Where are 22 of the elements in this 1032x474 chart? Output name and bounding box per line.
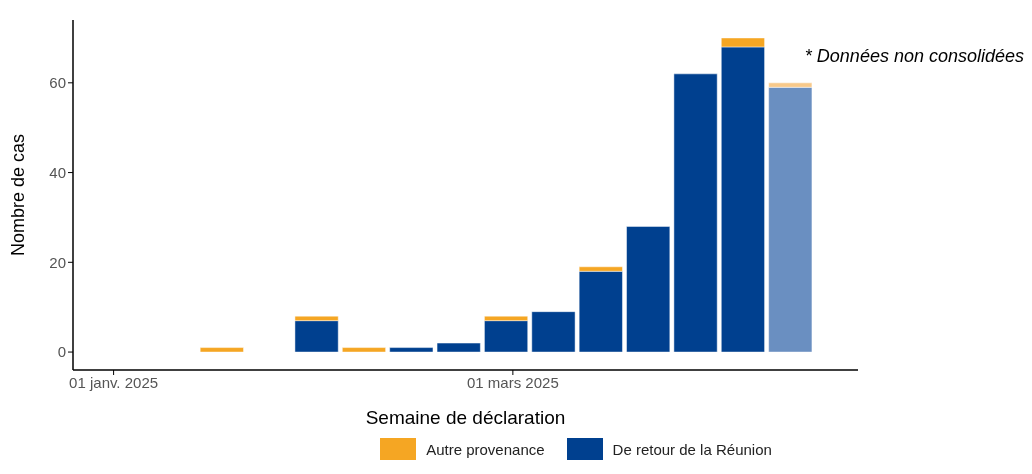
bar — [626, 226, 671, 353]
bar — [199, 347, 244, 353]
x-tick-label: 01 mars 2025 — [467, 373, 559, 391]
bar — [768, 86, 813, 353]
annotation: * Données non consolidées — [804, 46, 1024, 67]
bar — [436, 342, 481, 353]
y-tick-label: 0 — [57, 343, 66, 361]
bar — [578, 270, 623, 353]
y-tick-label: 60 — [49, 74, 66, 92]
bar — [389, 347, 434, 353]
bar — [294, 320, 339, 353]
y-axis-title: Nombre de cas — [8, 133, 29, 257]
bar — [673, 73, 718, 353]
bar — [484, 320, 529, 353]
legend-label: Autre provenance — [426, 440, 545, 458]
x-axis-title: Semaine de déclaration — [365, 407, 566, 428]
bar — [341, 347, 387, 353]
bar — [531, 311, 576, 353]
y-tick-label: 20 — [49, 253, 66, 271]
legend-label: De retour de la Réunion — [612, 440, 772, 458]
x-tick-label: 01 janv. 2025 — [69, 373, 159, 391]
y-tick-label: 40 — [49, 163, 66, 181]
